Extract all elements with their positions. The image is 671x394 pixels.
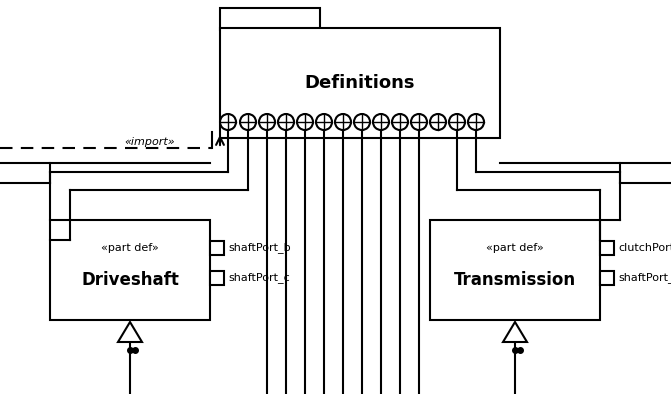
Text: «part def»: «part def» [101, 243, 159, 253]
Circle shape [335, 114, 351, 130]
Circle shape [240, 114, 256, 130]
Polygon shape [118, 322, 142, 342]
Circle shape [430, 114, 446, 130]
Bar [220, 28, 500, 138]
Bar [600, 271, 614, 285]
Circle shape [297, 114, 313, 130]
Bar [430, 220, 600, 320]
Circle shape [392, 114, 408, 130]
Circle shape [449, 114, 465, 130]
Text: shaftPort_c: shaftPort_c [228, 273, 290, 283]
Text: clutchPort: clutchPort [618, 243, 671, 253]
Text: shaftPort_b: shaftPort_b [228, 243, 291, 253]
Text: Transmission: Transmission [454, 271, 576, 289]
Circle shape [373, 114, 389, 130]
Circle shape [278, 114, 294, 130]
Text: Driveshaft: Driveshaft [81, 271, 179, 289]
Polygon shape [503, 322, 527, 342]
Circle shape [468, 114, 484, 130]
Circle shape [220, 114, 236, 130]
Text: Definitions: Definitions [305, 74, 415, 92]
Circle shape [259, 114, 275, 130]
Text: «import»: «import» [125, 137, 175, 147]
Bar [210, 241, 224, 255]
Bar [50, 220, 210, 320]
Circle shape [316, 114, 332, 130]
Circle shape [354, 114, 370, 130]
Bar [210, 271, 224, 285]
Text: «part def»: «part def» [486, 243, 544, 253]
Bar [600, 241, 614, 255]
Circle shape [411, 114, 427, 130]
Bar [220, 8, 320, 30]
Text: shaftPort_a: shaftPort_a [618, 273, 671, 283]
